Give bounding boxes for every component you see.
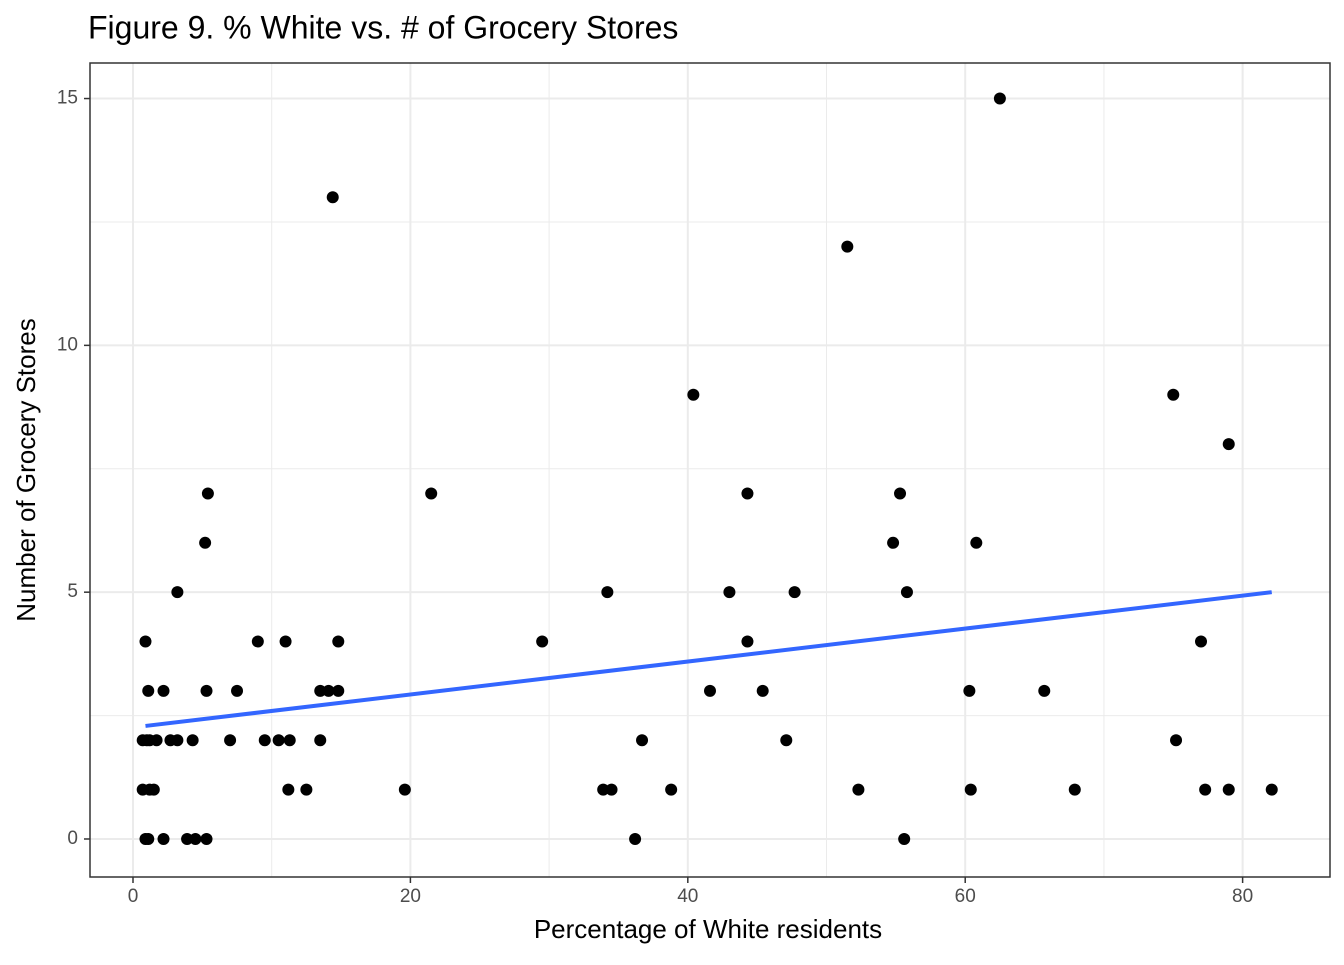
point <box>852 783 865 796</box>
point <box>900 586 913 599</box>
x-tick-label: 80 <box>1232 886 1253 907</box>
point <box>181 832 194 845</box>
point <box>1068 783 1081 796</box>
point <box>199 536 212 549</box>
point <box>150 734 163 747</box>
point <box>741 487 754 500</box>
x-tick-label: 20 <box>400 886 421 907</box>
point <box>332 684 345 697</box>
y-tick-label: 10 <box>57 334 78 355</box>
point <box>597 783 610 796</box>
x-tick-label: 60 <box>955 886 976 907</box>
point <box>723 586 736 599</box>
point <box>780 734 793 747</box>
point <box>1199 783 1212 796</box>
point <box>887 536 900 549</box>
y-tick-label: 0 <box>67 828 78 849</box>
point <box>841 240 854 253</box>
point <box>201 487 214 500</box>
point <box>314 734 327 747</box>
point <box>536 635 549 648</box>
point <box>964 783 977 796</box>
point <box>1265 783 1278 796</box>
point <box>1038 684 1051 697</box>
point <box>1170 734 1183 747</box>
point <box>157 832 170 845</box>
point <box>282 783 295 796</box>
point <box>326 191 339 204</box>
point <box>963 684 976 697</box>
chart-title: Figure 9. % White vs. # of Grocery Store… <box>88 9 678 45</box>
point <box>258 734 271 747</box>
point <box>332 635 345 648</box>
point <box>601 586 614 599</box>
point <box>993 92 1006 105</box>
point <box>1167 388 1180 401</box>
point <box>171 734 184 747</box>
point <box>1222 783 1235 796</box>
panel-border <box>89 62 1331 878</box>
y-tick-label: 5 <box>67 581 78 602</box>
point <box>171 586 184 599</box>
point <box>322 684 335 697</box>
point <box>704 684 716 697</box>
y-axis-label: Number of Grocery Stores <box>11 318 41 621</box>
x-tick-label: 40 <box>677 886 698 907</box>
point <box>142 832 155 845</box>
point <box>665 783 678 796</box>
x-axis-label: Percentage of White residents <box>534 914 882 944</box>
point <box>629 832 642 845</box>
point <box>398 783 411 796</box>
point <box>147 783 160 796</box>
point <box>251 635 264 648</box>
point <box>157 684 170 697</box>
point <box>788 586 801 599</box>
point <box>186 734 199 747</box>
point <box>756 684 769 697</box>
trend-line <box>145 590 1272 728</box>
point <box>231 684 244 697</box>
point <box>425 487 438 500</box>
point <box>283 734 296 747</box>
point <box>894 487 907 500</box>
y-tick-label: 15 <box>57 88 78 109</box>
point <box>142 684 155 697</box>
point <box>200 684 213 697</box>
point <box>970 536 983 549</box>
point <box>314 684 327 697</box>
point <box>224 734 237 747</box>
point <box>279 635 292 648</box>
point <box>200 832 213 845</box>
point <box>636 734 649 747</box>
x-tick-label: 0 <box>128 886 139 907</box>
point <box>898 832 911 845</box>
point <box>300 783 313 796</box>
point <box>605 783 618 796</box>
point <box>1222 438 1235 451</box>
point <box>189 832 202 845</box>
point <box>741 635 754 648</box>
point <box>272 734 285 747</box>
point <box>1195 635 1208 648</box>
point <box>687 388 700 401</box>
point <box>139 635 152 648</box>
